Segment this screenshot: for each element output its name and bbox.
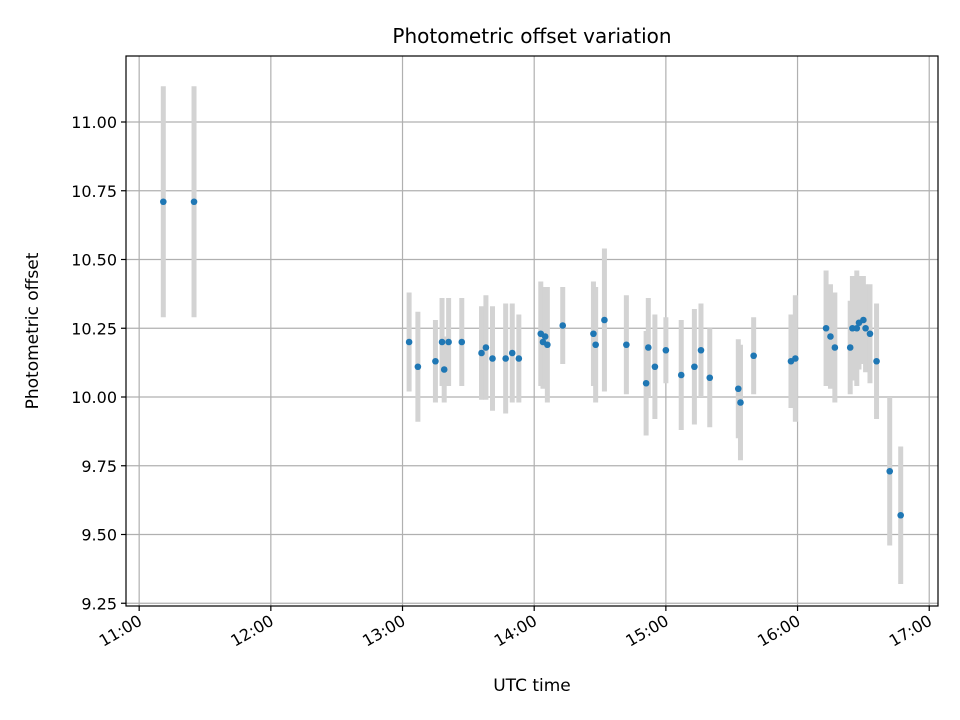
data-point <box>873 357 880 365</box>
data-point <box>846 344 854 351</box>
data-point <box>601 316 608 324</box>
data-point <box>822 324 830 332</box>
data-point <box>651 363 659 371</box>
data-point <box>662 346 670 354</box>
data-point <box>482 344 490 351</box>
data-point <box>697 346 705 354</box>
data-point <box>827 333 834 340</box>
data-point <box>645 344 652 351</box>
y-tick-label: 9.25 <box>81 594 117 613</box>
data-point <box>737 399 744 406</box>
data-point <box>886 467 894 475</box>
data-point <box>502 355 509 362</box>
data-point <box>831 344 839 351</box>
data-point <box>508 349 516 357</box>
data-point <box>541 333 549 340</box>
data-point <box>897 511 904 519</box>
data-point <box>853 324 861 332</box>
y-tick-label: 10.00 <box>71 388 117 407</box>
data-point <box>559 322 567 329</box>
data-point <box>642 379 650 387</box>
data-point <box>750 352 757 360</box>
data-point <box>677 371 685 379</box>
data-point <box>860 316 867 324</box>
y-axis-label: Photometric offset <box>23 252 43 409</box>
data-point <box>623 341 630 349</box>
data-point <box>405 338 413 346</box>
data-point <box>792 355 799 362</box>
data-point <box>866 330 874 338</box>
y-tick-label: 10.25 <box>71 319 117 338</box>
x-axis-label: UTC time <box>493 676 571 696</box>
data-point <box>544 341 551 349</box>
y-tick-label: 9.50 <box>81 526 117 545</box>
y-tick-label: 10.75 <box>71 182 117 201</box>
y-tick-label: 10.50 <box>71 251 117 270</box>
chart-title: Photometric offset variation <box>392 24 671 48</box>
data-point <box>691 363 698 371</box>
data-point <box>489 355 496 362</box>
data-point <box>515 355 523 362</box>
data-point <box>734 385 742 393</box>
data-point <box>458 338 466 346</box>
data-points <box>160 198 904 519</box>
data-point <box>590 330 597 338</box>
data-point <box>592 341 599 349</box>
plot-frame <box>125 55 939 607</box>
data-point <box>438 338 446 346</box>
data-point <box>862 324 869 332</box>
data-point <box>440 366 448 373</box>
data-point <box>414 363 422 371</box>
data-point <box>190 198 198 206</box>
data-point <box>445 338 452 346</box>
data-point <box>432 357 439 365</box>
grid <box>126 56 938 606</box>
data-point <box>478 349 485 357</box>
y-tick-label: 11.00 <box>71 113 117 132</box>
data-point <box>706 374 714 382</box>
data-point <box>160 198 167 206</box>
y-tick-label: 9.75 <box>81 457 117 476</box>
